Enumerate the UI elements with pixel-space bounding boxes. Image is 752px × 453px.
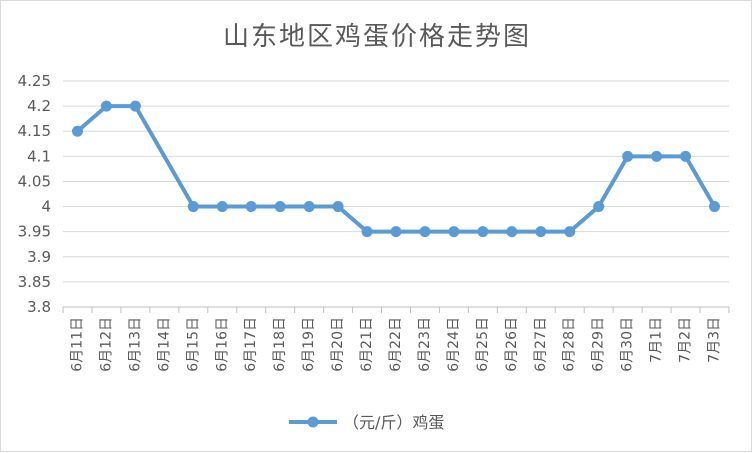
y-tick-label: 4.05 [18, 172, 51, 190]
y-tick-label: 3.85 [18, 273, 51, 291]
x-tick-label: 6月29日 [591, 317, 607, 372]
x-tick-label: 6月30日 [620, 317, 636, 372]
y-tick-label: 4.1 [27, 147, 51, 165]
data-point [332, 201, 344, 213]
data-point [680, 150, 692, 162]
data-point [564, 226, 576, 238]
x-tick-label: 6月27日 [533, 317, 549, 372]
data-point [709, 201, 721, 213]
y-tick-label: 4.2 [27, 97, 51, 115]
data-point [361, 226, 373, 238]
x-tick-label: 6月13日 [127, 317, 143, 372]
data-point [71, 125, 83, 137]
x-tick-label: 6月20日 [330, 317, 346, 372]
legend-label: （元/斤）鸡蛋 [343, 413, 444, 432]
x-tick-label: 6月16日 [214, 317, 230, 372]
x-tick-label: 6月19日 [301, 317, 317, 372]
data-point [129, 100, 141, 112]
chart-title: 山东地区鸡蛋价格走势图 [223, 22, 531, 52]
x-tick-label: 6月15日 [185, 317, 201, 372]
y-axis: 3.8 3.85 3.9 3.95 4 4.05 4.1 4.15 4.2 4.25 [18, 72, 51, 316]
series-layer [71, 100, 721, 238]
data-point [593, 201, 605, 213]
x-axis: 6月11日 6月12日 6月13日 6月14日 6月15日 6月16日 6月17日 6月18日… [62, 307, 730, 372]
legend-marker [307, 416, 319, 428]
x-tick-label: 6月18日 [272, 317, 288, 372]
data-point [245, 201, 257, 213]
y-tick-label: 4.25 [18, 72, 51, 90]
x-tick-label: 6月25日 [475, 317, 491, 372]
data-point [187, 201, 199, 213]
legend: （元/斤）鸡蛋 [289, 413, 444, 432]
data-point [303, 201, 315, 213]
series-line [75, 104, 717, 234]
data-point [622, 150, 634, 162]
x-tick-label: 7月1日 [649, 317, 665, 363]
data-point [216, 201, 228, 213]
x-tick-label: 7月2日 [678, 317, 694, 363]
x-tick-label: 6月28日 [562, 317, 578, 372]
data-point [651, 150, 663, 162]
x-tick-label: 6月21日 [359, 317, 375, 372]
x-tick-label: 6月23日 [417, 317, 433, 372]
data-point [506, 226, 518, 238]
x-tick-label: 6月22日 [388, 317, 404, 372]
x-tick-label: 6月26日 [504, 317, 520, 372]
x-tick-label: 6月17日 [243, 317, 259, 372]
x-tick-label: 6月11日 [69, 317, 85, 372]
y-tick-label: 4.15 [18, 122, 51, 140]
y-tick-label: 3.8 [27, 298, 51, 316]
x-tick-label: 7月3日 [707, 317, 723, 363]
y-tick-label: 3.9 [27, 248, 51, 266]
grid-lines [63, 80, 729, 308]
x-tick-label: 6月24日 [446, 317, 462, 372]
y-tick-label: 4 [41, 198, 51, 216]
data-point [535, 226, 547, 238]
data-point [477, 226, 489, 238]
x-tick-label: 6月12日 [98, 317, 114, 372]
data-point [419, 226, 431, 238]
data-point [274, 201, 286, 213]
data-point [100, 100, 112, 112]
data-point [390, 226, 402, 238]
x-tick-label: 6月14日 [156, 317, 172, 372]
data-point [448, 226, 460, 238]
y-tick-label: 3.95 [18, 223, 51, 241]
